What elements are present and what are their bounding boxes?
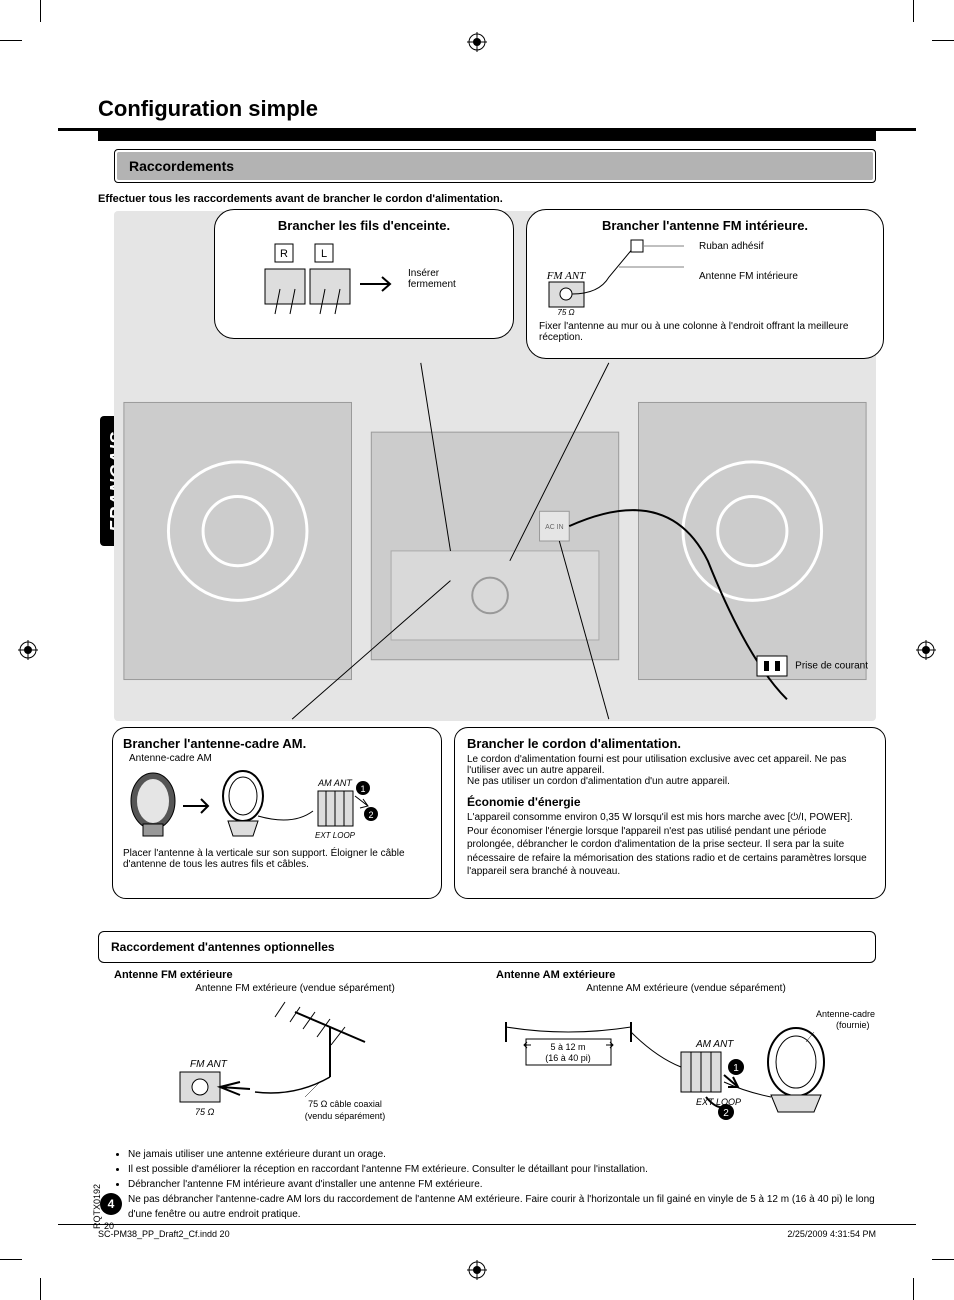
svg-text:L: L: [321, 248, 327, 260]
footer-right: 2/25/2009 4:31:54 PM: [787, 1229, 876, 1239]
speaker-callout-title: Brancher les fils d'enceinte.: [227, 218, 501, 233]
svg-text:EXT LOOP: EXT LOOP: [696, 1097, 741, 1107]
svg-text:75 Ω câble coaxial: 75 Ω câble coaxial: [308, 1099, 382, 1109]
insert-label: Insérer fermement: [408, 268, 468, 290]
reg-mark-right: [916, 640, 936, 660]
svg-text:75 Ω: 75 Ω: [195, 1107, 215, 1117]
opt-am-sub: Antenne AM extérieure (vendue séparément…: [496, 983, 876, 994]
opt-fm-title: Antenne FM extérieure: [114, 969, 476, 981]
fm-antenna-icon: FM ANT 75 Ω: [539, 237, 689, 317]
connection-diagram: AC IN Brancher les fils d'enceinte. R L: [114, 211, 876, 721]
opt-fm-sub: Antenne FM extérieure (vendue séparément…: [114, 983, 476, 994]
section-header: Raccordements: [114, 149, 876, 183]
opt-am-col: Antenne AM extérieure Antenne AM extérie…: [496, 969, 876, 1139]
svg-text:75 Ω: 75 Ω: [557, 308, 574, 317]
fm-callout-title: Brancher l'antenne FM intérieure.: [539, 218, 871, 233]
warning-bullets: Ne jamais utiliser une antenne extérieur…: [114, 1147, 876, 1222]
eco-text: L'appareil consomme environ 0,35 W lorsq…: [467, 811, 873, 879]
svg-text:AC IN: AC IN: [545, 524, 563, 531]
fm-antenna-label: Antenne FM intérieure: [699, 269, 798, 285]
opt-fm-col: Antenne FM extérieure Antenne FM extérie…: [114, 969, 476, 1139]
power-title: Brancher le cordon d'alimentation.: [467, 736, 873, 751]
svg-text:Antenne-cadre AM: Antenne-cadre AM: [816, 1009, 876, 1019]
opt-am-title: Antenne AM extérieure: [496, 969, 876, 981]
fm-callout: Brancher l'antenne FM intérieure. FM ANT…: [526, 209, 884, 359]
page-badge: 4: [100, 1193, 122, 1215]
footer-left: SC-PM38_PP_Draft2_Cf.indd 20: [98, 1229, 230, 1239]
reg-mark-left: [18, 640, 38, 660]
footer: SC-PM38_PP_Draft2_Cf.indd 20 2/25/2009 4…: [58, 1224, 916, 1243]
svg-text:1: 1: [733, 1063, 739, 1074]
page-content: Configuration simple Raccordements Effec…: [58, 68, 916, 1243]
svg-text:2: 2: [368, 810, 373, 820]
speaker-callout: Brancher les fils d'enceinte. R L Insére…: [214, 209, 514, 339]
am-callout-title: Brancher l'antenne-cadre AM.: [123, 736, 431, 751]
title-bar: [98, 131, 876, 141]
svg-text:5 à 12 m: 5 à 12 m: [550, 1042, 585, 1052]
bullet-item: Débrancher l'antenne FM intérieure avant…: [128, 1177, 876, 1192]
svg-text:FM ANT: FM ANT: [546, 270, 586, 282]
svg-text:1: 1: [360, 784, 365, 794]
svg-text:AM ANT: AM ANT: [695, 1039, 734, 1050]
svg-text:EXT LOOP: EXT LOOP: [315, 831, 356, 840]
svg-text:2: 2: [723, 1108, 729, 1119]
am-note: Placer l'antenne à la verticale sur son …: [123, 848, 431, 870]
svg-text:(16 à 40 pi): (16 à 40 pi): [545, 1053, 591, 1063]
fm-note: Fixer l'antenne au mur ou à une colonne …: [539, 321, 871, 343]
speaker-wire-icon: R L: [260, 239, 400, 319]
svg-text:AM ANT: AM ANT: [317, 778, 353, 788]
optional-header-label: Raccordement d'antennes optionnelles: [101, 934, 873, 960]
outlet-label: Prise de courant: [752, 651, 868, 681]
optional-row: Antenne FM extérieure Antenne FM extérie…: [114, 969, 876, 1139]
power-callout: Brancher le cordon d'alimentation. Le co…: [454, 727, 886, 899]
page-title: Configuration simple: [58, 68, 916, 131]
fm-tape-label: Ruban adhésif: [699, 239, 798, 255]
am-ext-diagram: 5 à 12 m (16 à 40 pi) AM ANT EXT LOOP 1 …: [496, 997, 876, 1137]
am-label: Antenne-cadre AM: [129, 753, 431, 764]
intro-text: Effectuer tous les raccordements avant d…: [98, 193, 876, 205]
bullet-item: Ne jamais utiliser une antenne extérieur…: [128, 1147, 876, 1162]
bullet-item: Ne pas débrancher l'antenne-cadre AM lor…: [128, 1192, 876, 1222]
svg-text:(fournie): (fournie): [836, 1020, 870, 1030]
am-callout: Brancher l'antenne-cadre AM. Antenne-cad…: [112, 727, 442, 899]
svg-text:(vendu séparément): (vendu séparément): [305, 1111, 386, 1121]
optional-header: Raccordement d'antennes optionnelles: [98, 931, 876, 963]
eco-title: Économie d'énergie: [467, 795, 873, 809]
svg-text:R: R: [280, 248, 288, 260]
svg-text:FM ANT: FM ANT: [190, 1059, 228, 1070]
power-p1: Le cordon d'alimentation fourni est pour…: [467, 754, 873, 776]
section-header-label: Raccordements: [117, 152, 873, 180]
am-loop-icon: AM ANT EXT LOOP 1 2: [123, 766, 403, 846]
bullet-item: Il est possible d'améliorer la réception…: [128, 1162, 876, 1177]
fm-ext-diagram: FM ANT 75 Ω 75 Ω câble coaxial (vendu sé…: [145, 997, 445, 1137]
power-p2: Ne pas utiliser un cordon d'alimentation…: [467, 776, 873, 787]
reg-mark-top: [467, 32, 487, 52]
reg-mark-bottom: [467, 1260, 487, 1280]
